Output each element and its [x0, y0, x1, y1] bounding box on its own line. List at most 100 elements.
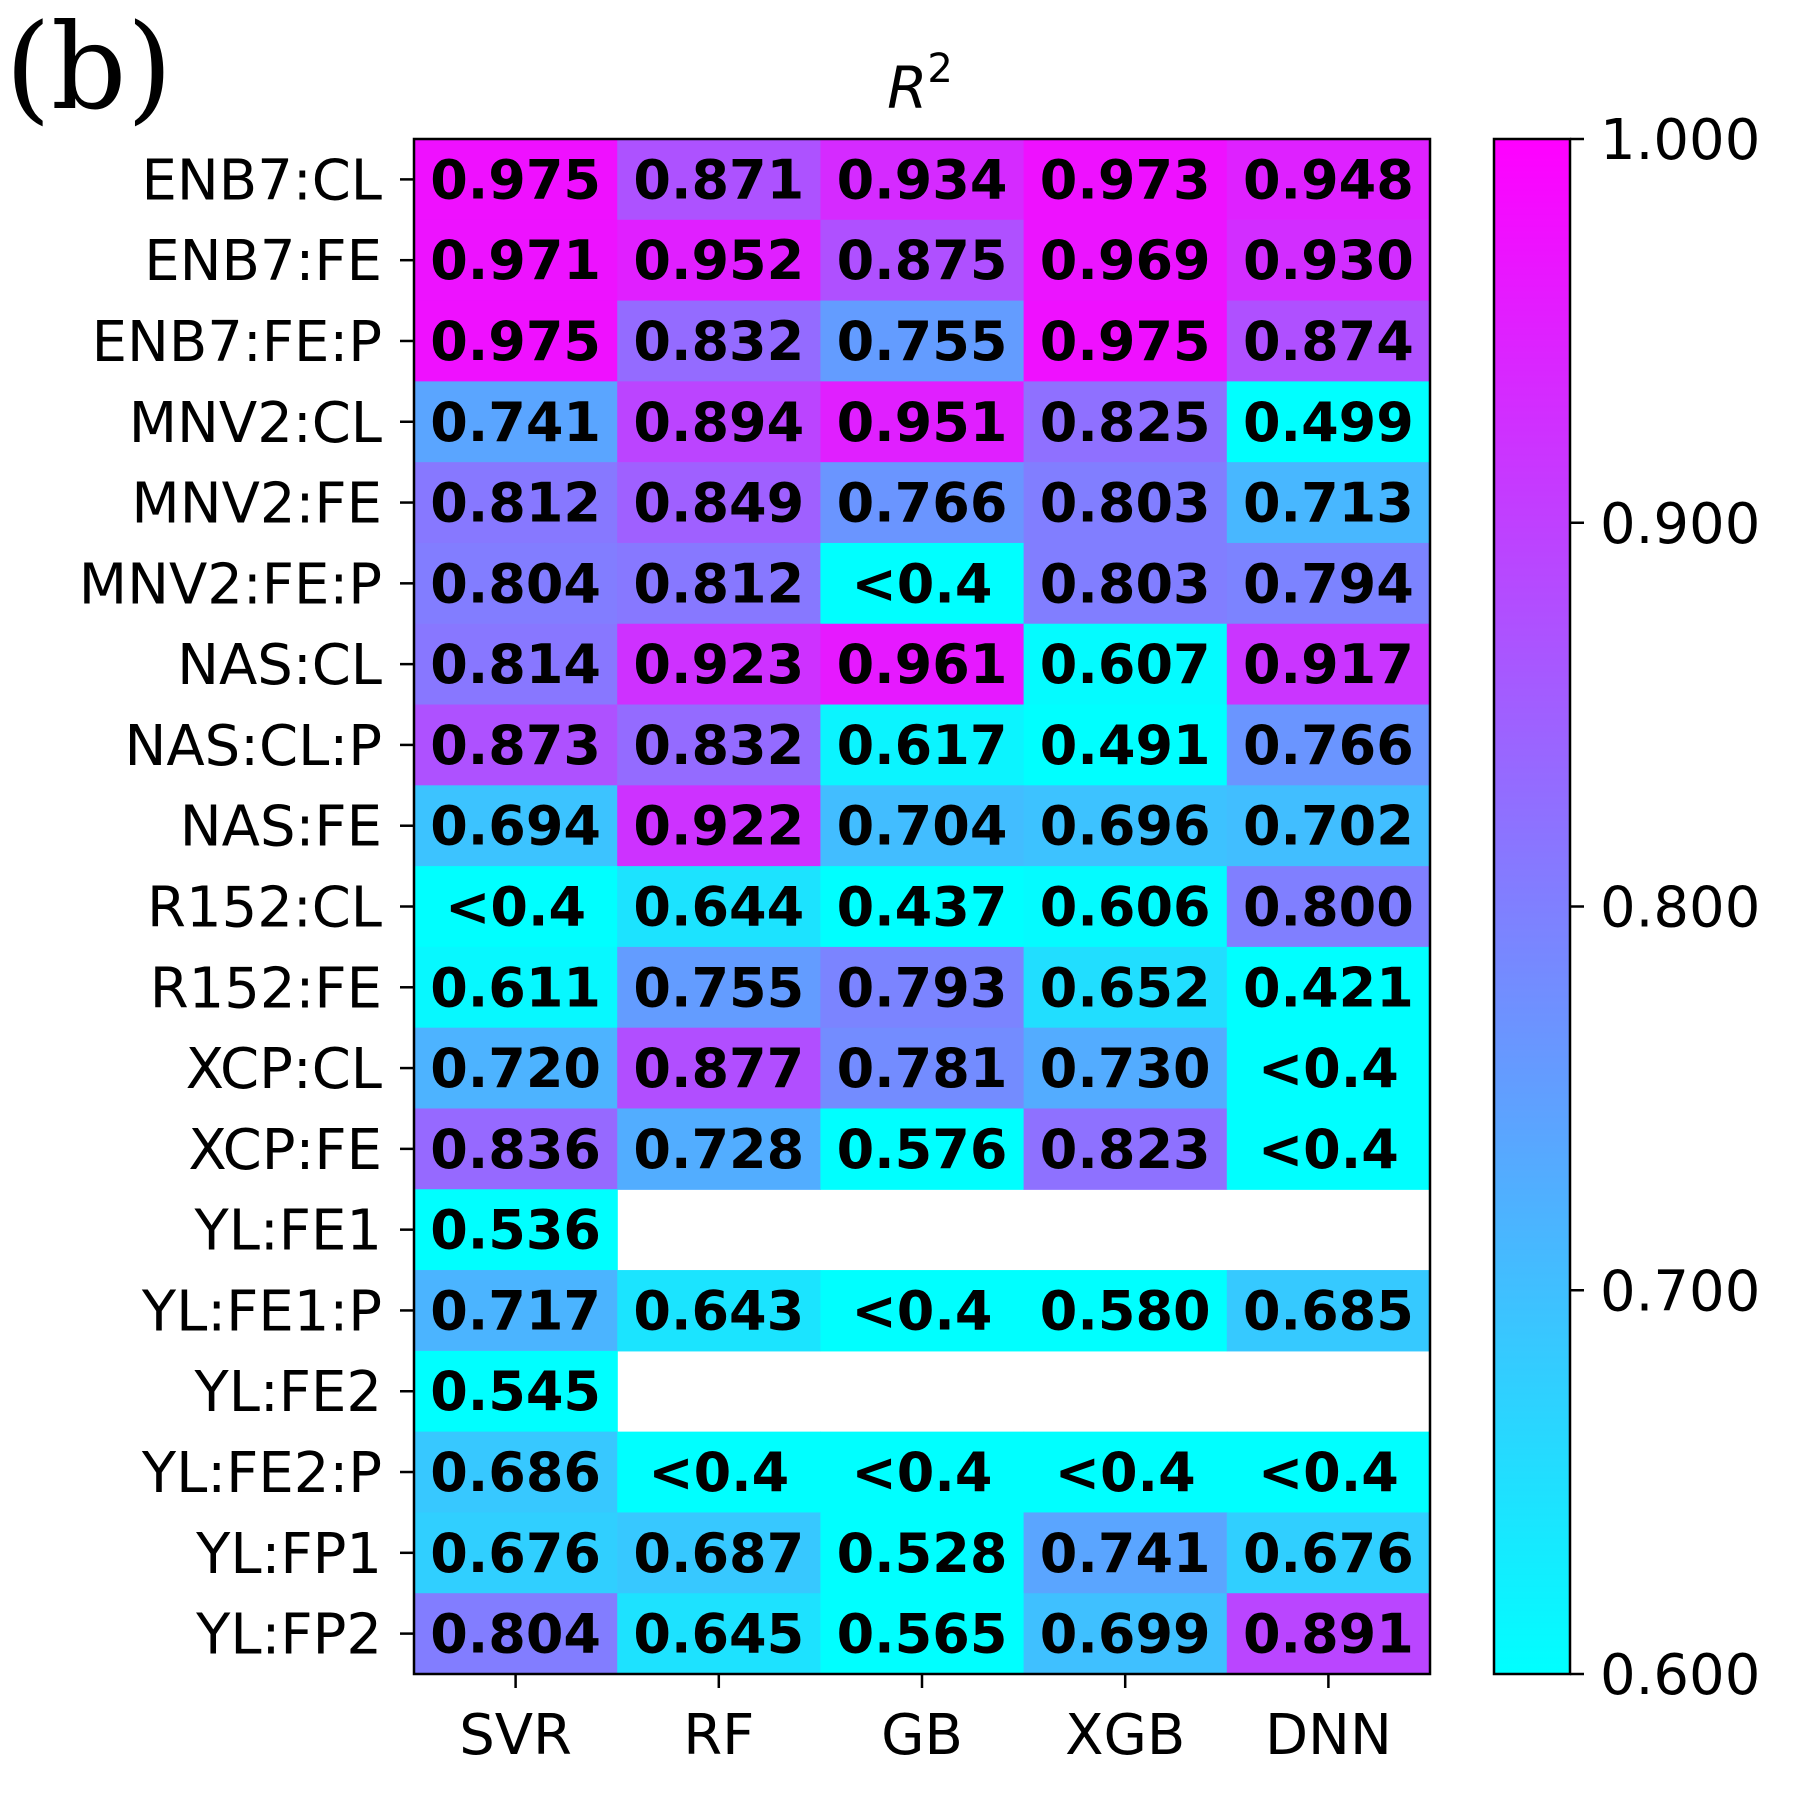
cell-value-label: 0.975: [1040, 310, 1211, 373]
cell-value-label: 0.973: [1040, 148, 1211, 211]
heatmap-cell: [617, 1431, 821, 1514]
cell-value-label: 0.930: [1243, 229, 1414, 292]
cell-value-label: 0.685: [1243, 1279, 1414, 1342]
row-label: R152:FE: [150, 956, 382, 1021]
heatmap-cell: [820, 219, 1025, 302]
cell-value-label: 0.676: [1243, 1522, 1414, 1585]
cell-value-label: 0.713: [1243, 472, 1414, 535]
heatmap-cell: [1226, 946, 1431, 1029]
column-label: GB: [881, 1703, 963, 1768]
heatmap-cell: [1226, 139, 1431, 221]
row-label: ENB7:CL: [142, 148, 383, 213]
cell-value-label: 0.975: [430, 148, 601, 211]
heatmap-cell: [1023, 704, 1228, 786]
heatmap-cell: [1226, 381, 1431, 463]
cell-value-label: 0.717: [430, 1279, 601, 1342]
row-label: XCP:FE: [188, 1118, 382, 1183]
cell-value-label: 0.951: [837, 391, 1008, 454]
heatmap-cell: [1226, 1270, 1431, 1352]
row-label: YL:FE2: [194, 1360, 383, 1425]
heatmap-cell: [617, 462, 821, 544]
heatmap-cell: [414, 462, 618, 544]
cell-value-label: 0.702: [1243, 795, 1414, 858]
row-label: ENB7:FE:P: [92, 310, 382, 375]
cell-value-label: 0.961: [837, 633, 1008, 696]
heatmap-cell: [820, 1270, 1025, 1352]
cell-value-label: <0.4: [445, 876, 586, 939]
heatmap-cell: [820, 866, 1025, 948]
cell-value-label: 0.644: [633, 876, 804, 939]
heatmap-cell: [1226, 866, 1431, 948]
row-label: MNV2:CL: [129, 391, 382, 456]
heatmap-cell: [1023, 1270, 1228, 1352]
cell-value-label: 0.952: [633, 229, 804, 292]
heatmap-cell: [1023, 300, 1228, 382]
cell-value-label: 0.730: [1040, 1037, 1211, 1100]
heatmap-cell: [1226, 704, 1431, 786]
cell-value-label: 0.645: [633, 1603, 804, 1666]
heatmap-cell: [1226, 1027, 1431, 1110]
cell-value-label: 0.794: [1243, 552, 1414, 615]
heatmap-cell: [820, 1431, 1025, 1514]
heatmap-cell: [1023, 139, 1228, 221]
heatmap-cell: [1023, 1512, 1228, 1594]
heatmap-cell: [414, 1270, 618, 1352]
heatmap-cell: [820, 1108, 1025, 1190]
row-label: YL:FE1:P: [141, 1279, 382, 1344]
heatmap-cell: [414, 785, 618, 867]
heatmap-cell: [617, 1108, 821, 1190]
cell-value-label: 0.971: [430, 229, 601, 292]
heatmap-cell: [1226, 1512, 1431, 1594]
cell-value-label: 0.565: [837, 1603, 1008, 1666]
row-label: NAS:CL:P: [124, 714, 382, 779]
cell-value-label: 0.755: [837, 310, 1008, 373]
cell-value-label: <0.4: [852, 1279, 993, 1342]
heatmap-cell: [414, 1189, 618, 1271]
cell-value-label: 0.877: [633, 1037, 804, 1100]
row-label: XCP:CL: [186, 1037, 382, 1102]
cell-value-label: 0.580: [1040, 1279, 1211, 1342]
heatmap-cell: [617, 1027, 821, 1110]
heatmap-cell: [414, 542, 618, 625]
heatmap-cell: [617, 946, 821, 1029]
heatmap-cell: [1226, 300, 1431, 382]
heatmap-cell: [617, 704, 821, 786]
cell-value-label: 0.687: [633, 1522, 804, 1585]
cell-value-label: 0.923: [633, 633, 804, 696]
heatmap-cell: [414, 1512, 618, 1594]
cell-value-label: 0.696: [1040, 795, 1211, 858]
heatmap-cell: [820, 139, 1025, 221]
cell-value-label: 0.836: [430, 1118, 601, 1181]
cell-value-label: 0.755: [633, 956, 804, 1019]
heatmap-cell: [414, 1108, 618, 1190]
heatmap-cell: [617, 623, 821, 706]
heatmap-cell: [1226, 623, 1431, 706]
cell-value-label: 0.800: [1243, 876, 1414, 939]
row-label: YL:FE2:P: [141, 1441, 382, 1506]
heatmap-cell: [820, 542, 1025, 625]
heatmap-cell: [617, 866, 821, 948]
heatmap-cell: [414, 300, 618, 382]
cell-value-label: 0.812: [430, 472, 601, 535]
cell-value-label: 0.812: [633, 552, 804, 615]
cell-value-label: 0.652: [1040, 956, 1211, 1019]
row-label: NAS:CL: [177, 633, 382, 698]
colorbar-tick-label: 0.800: [1600, 876, 1760, 941]
cell-value-label: 0.766: [837, 472, 1008, 535]
cell-value-label: 0.814: [430, 633, 601, 696]
heatmap-cell: [1226, 542, 1431, 625]
heatmap-cell: [820, 300, 1025, 382]
cell-value-label: <0.4: [1258, 1441, 1399, 1504]
heatmap-cell: [1226, 462, 1431, 544]
heatmap-cell: [414, 1350, 618, 1433]
cell-value-label: 0.849: [633, 472, 804, 535]
heatmap-cell: [414, 866, 618, 948]
cell-value-label: 0.741: [1040, 1522, 1211, 1585]
heatmap-cell: [414, 1431, 618, 1514]
cell-value-label: 0.499: [1243, 391, 1414, 454]
colorbar-gradient: [1492, 137, 1572, 1676]
heatmap-cell: [1023, 219, 1228, 302]
heatmap-cell: [617, 1512, 821, 1594]
heatmap-cell: [1226, 219, 1431, 302]
